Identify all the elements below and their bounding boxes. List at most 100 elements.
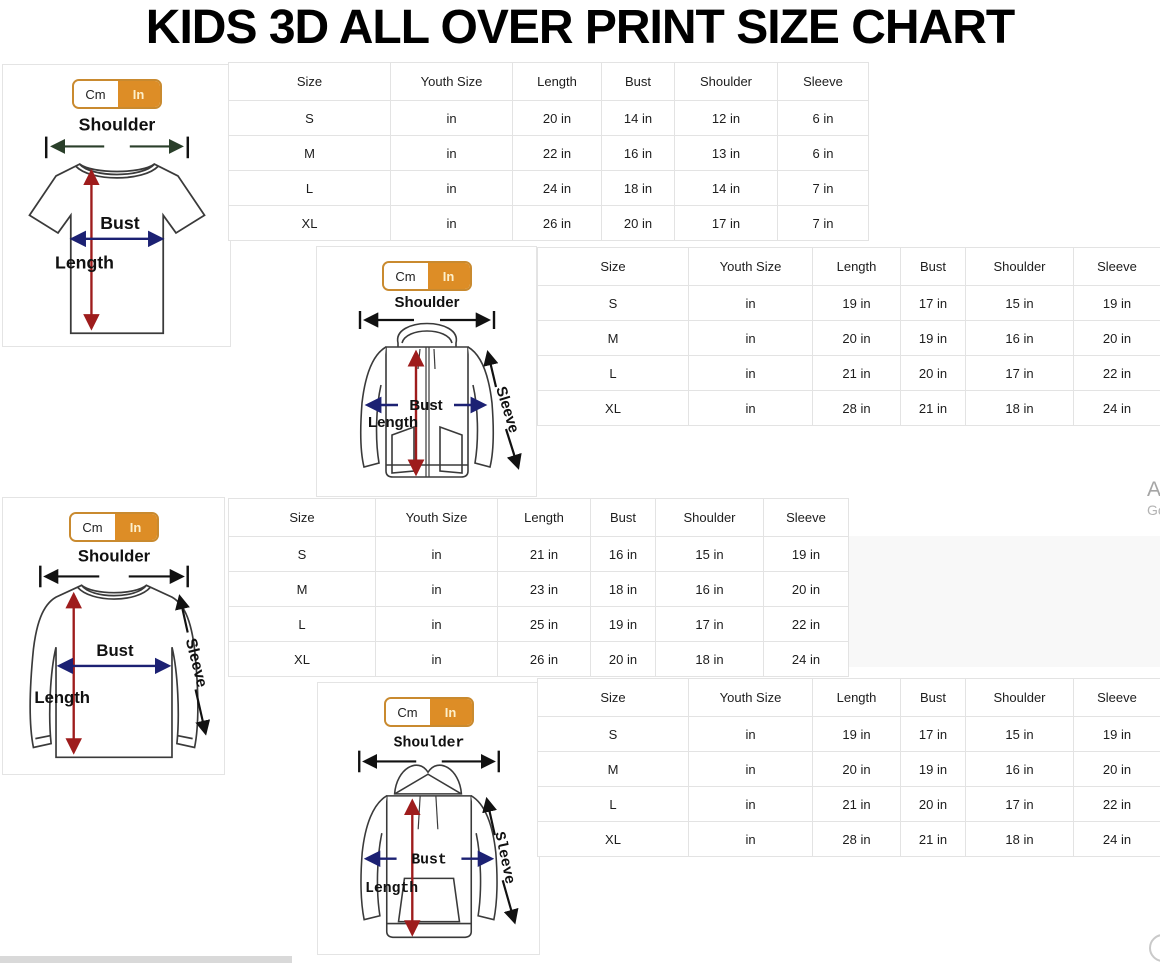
column-header: Sleeve <box>1073 247 1160 286</box>
size-cell: M <box>537 320 689 356</box>
measurement-cell: 7 in <box>777 170 869 206</box>
measurement-cell: 19 in <box>1073 716 1160 752</box>
measurement-cell: in <box>688 285 813 321</box>
zip-hoodie-diagram: Shoulder Bust Length Sleeve <box>358 295 522 478</box>
shoulder-label: Shoulder <box>394 295 459 311</box>
column-header: Bust <box>601 62 675 101</box>
in-toggle-button[interactable]: In <box>427 263 470 289</box>
bottom-edge-strip <box>0 956 292 963</box>
size-cell: L <box>537 786 689 822</box>
column-header: Size <box>537 247 689 286</box>
measurement-cell: in <box>375 571 498 607</box>
measurement-cell: 22 in <box>763 606 849 642</box>
measurement-cell: 25 in <box>497 606 591 642</box>
measurement-cell: 21 in <box>812 786 901 822</box>
size-cell: S <box>228 536 376 572</box>
measurement-cell: 17 in <box>655 606 764 642</box>
column-header: Youth Size <box>390 62 513 101</box>
measurement-cell: in <box>390 100 513 136</box>
measurement-cell: 19 in <box>590 606 656 642</box>
unit-toggle: Cm In <box>383 697 474 727</box>
measurement-cell: 21 in <box>900 821 966 857</box>
column-header: Bust <box>900 678 966 717</box>
column-header: Size <box>537 678 689 717</box>
column-header: Sleeve <box>763 498 849 537</box>
shoulder-measure-arrow <box>358 311 495 329</box>
watermark-line1: A <box>1147 478 1160 501</box>
table-row: XL in 28 in 21 in 18 in 24 in <box>537 390 1160 426</box>
measurement-cell: in <box>375 536 498 572</box>
cm-toggle-button[interactable]: Cm <box>70 514 115 540</box>
measurement-cell: 16 in <box>965 320 1074 356</box>
measurement-cell: 24 in <box>512 170 602 206</box>
in-toggle-button[interactable]: In <box>429 699 472 725</box>
column-header: Length <box>812 678 901 717</box>
sleeve-measure-arrow <box>174 594 210 736</box>
measurement-cell: 17 in <box>674 205 778 241</box>
column-header: Youth Size <box>688 678 813 717</box>
cm-toggle-button[interactable]: Cm <box>73 81 118 107</box>
measurement-cell: 26 in <box>512 205 602 241</box>
column-header: Shoulder <box>674 62 778 101</box>
shoulder-measure-arrow <box>38 565 189 588</box>
measurement-cell: 20 in <box>1073 751 1160 787</box>
column-header: Bust <box>590 498 656 537</box>
column-header: Length <box>512 62 602 101</box>
measurement-cell: 19 in <box>812 716 901 752</box>
measurement-cell: 15 in <box>965 285 1074 321</box>
column-header: Shoulder <box>965 678 1074 717</box>
in-toggle-button[interactable]: In <box>117 81 160 107</box>
bust-label: Bust <box>409 397 442 414</box>
measurement-cell: 20 in <box>590 641 656 677</box>
measurement-cell: 21 in <box>900 390 966 426</box>
measurement-cell: in <box>390 205 513 241</box>
column-header: Size <box>228 62 391 101</box>
measurement-cell: 13 in <box>674 135 778 171</box>
measurement-cell: 16 in <box>590 536 656 572</box>
measurement-cell: 22 in <box>1073 355 1160 391</box>
measurement-cell: 17 in <box>900 285 966 321</box>
measurement-cell: in <box>390 135 513 171</box>
measurement-cell: 20 in <box>900 786 966 822</box>
size-cell: S <box>537 285 689 321</box>
unit-toggle: Cm In <box>68 512 159 542</box>
diagram-panel-hoodie: Cm In <box>317 682 540 955</box>
sleeve-label: Sleeve <box>492 384 522 434</box>
page-title: KIDS 3D ALL OVER PRINT SIZE CHART <box>145 1 1015 54</box>
watermark-line2: Go <box>1147 502 1160 519</box>
measurement-cell: 19 in <box>763 536 849 572</box>
size-cell: M <box>228 571 376 607</box>
shoulder-label: Shoulder <box>78 115 155 135</box>
size-cell: S <box>228 100 391 136</box>
tshirt-diagram: Shoulder Bust Length <box>27 115 206 335</box>
cm-toggle-button[interactable]: Cm <box>383 263 428 289</box>
measurement-cell: 12 in <box>674 100 778 136</box>
diagram-panel-zip-hoodie: Cm In <box>316 246 537 497</box>
size-cell: L <box>537 355 689 391</box>
measurement-cell: 18 in <box>601 170 675 206</box>
measurement-cell: 18 in <box>965 390 1074 426</box>
shoulder-label: Shoulder <box>393 736 464 752</box>
diagram-panel-long-sleeve: Cm In <box>2 497 225 775</box>
measurement-cell: 20 in <box>1073 320 1160 356</box>
unit-toggle: Cm In <box>71 79 162 109</box>
length-label: Length <box>368 414 418 431</box>
cm-toggle-button[interactable]: Cm <box>385 699 430 725</box>
size-cell: S <box>537 716 689 752</box>
measurement-cell: 19 in <box>900 751 966 787</box>
measurement-cell: in <box>688 751 813 787</box>
hoodie-diagram: Shoulder Bust Length Sleeve <box>357 736 518 939</box>
measurement-cell: in <box>390 170 513 206</box>
long-sleeve-diagram: Shoulder Bust Length Sleeve <box>28 547 210 759</box>
column-header: Shoulder <box>655 498 764 537</box>
length-label: Length <box>365 881 418 897</box>
in-toggle-button[interactable]: In <box>114 514 157 540</box>
